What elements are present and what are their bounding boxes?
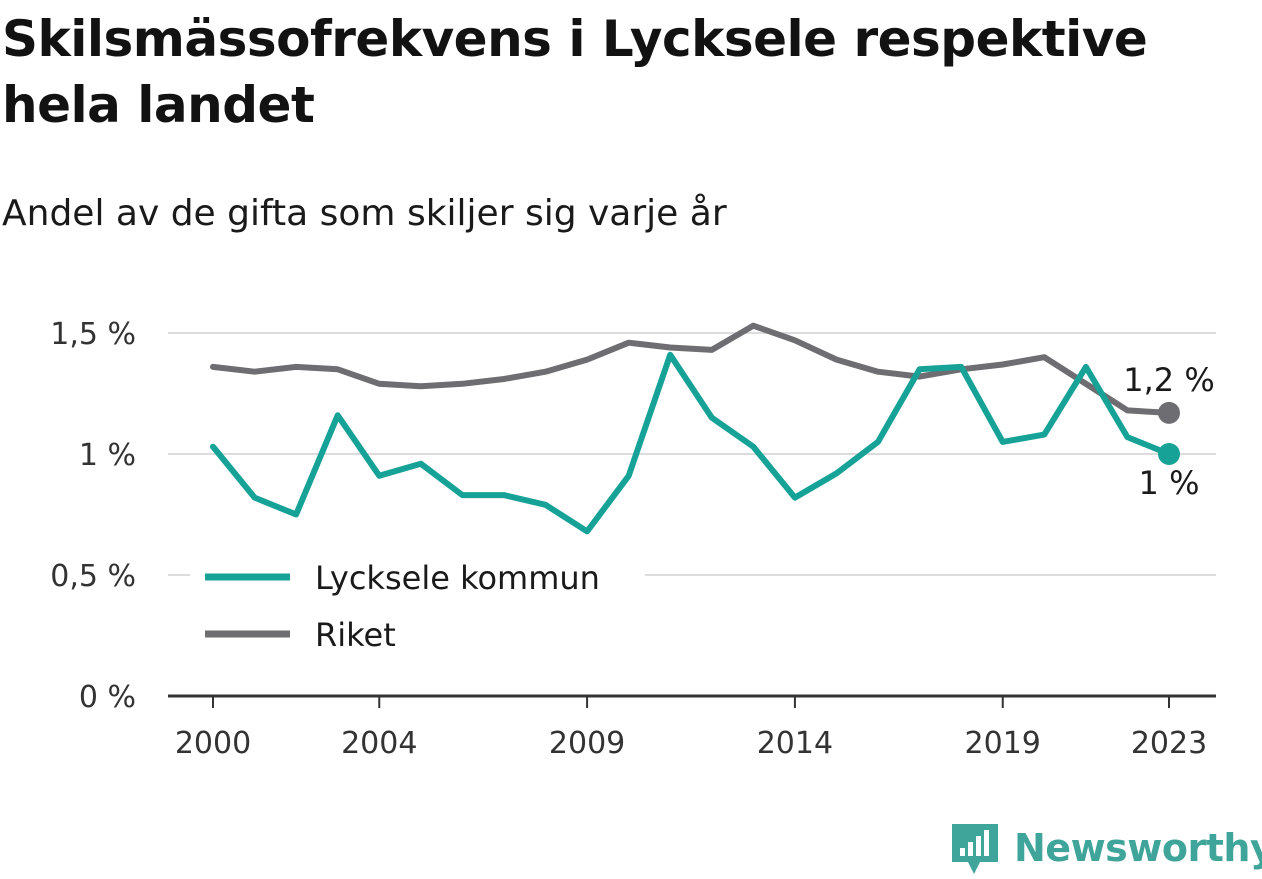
legend-background	[190, 548, 645, 668]
y-axis-tick-labels: 0 % 0,5 % 1 % 1,5 %	[50, 317, 136, 715]
series-lines	[210, 322, 1180, 535]
y-tick-label: 0,5 %	[50, 559, 136, 594]
x-tick-label: 2004	[341, 726, 417, 761]
series-line	[210, 351, 1172, 535]
newsworthy-logo-icon	[952, 824, 998, 874]
y-tick-label: 1 %	[79, 438, 136, 473]
series-end-point	[1158, 401, 1180, 424]
end-label: 1,2 %	[1123, 361, 1214, 399]
chart-subtitle: Andel av de gifta som skiljer sig varje …	[2, 193, 727, 234]
chart-title: Skilsmässofrekvens i Lycksele respektive…	[2, 10, 1148, 134]
x-tick-label: 2014	[757, 726, 833, 761]
x-tick-label: 2009	[549, 726, 625, 761]
end-labels: 1 % 1,2 %	[1123, 361, 1214, 502]
x-tick-label: 2023	[1131, 726, 1207, 761]
legend: Lycksele kommun Riket	[190, 548, 645, 668]
series-end-point	[1158, 443, 1180, 465]
x-axis-ticks: 2000 2004 2009 2014 2019 2023	[175, 696, 1207, 761]
x-tick-label: 2000	[175, 726, 251, 761]
brand-logo: Newsworthy	[950, 818, 1262, 878]
x-tick-label: 2019	[965, 726, 1041, 761]
y-tick-label: 0 %	[79, 680, 136, 715]
series-line	[210, 322, 1172, 416]
y-tick-label: 1,5 %	[50, 317, 136, 352]
brand-name: Newsworthy	[1014, 826, 1262, 870]
legend-label: Lycksele kommun	[315, 559, 600, 597]
end-label: 1 %	[1139, 464, 1200, 502]
legend-label: Riket	[315, 616, 396, 654]
